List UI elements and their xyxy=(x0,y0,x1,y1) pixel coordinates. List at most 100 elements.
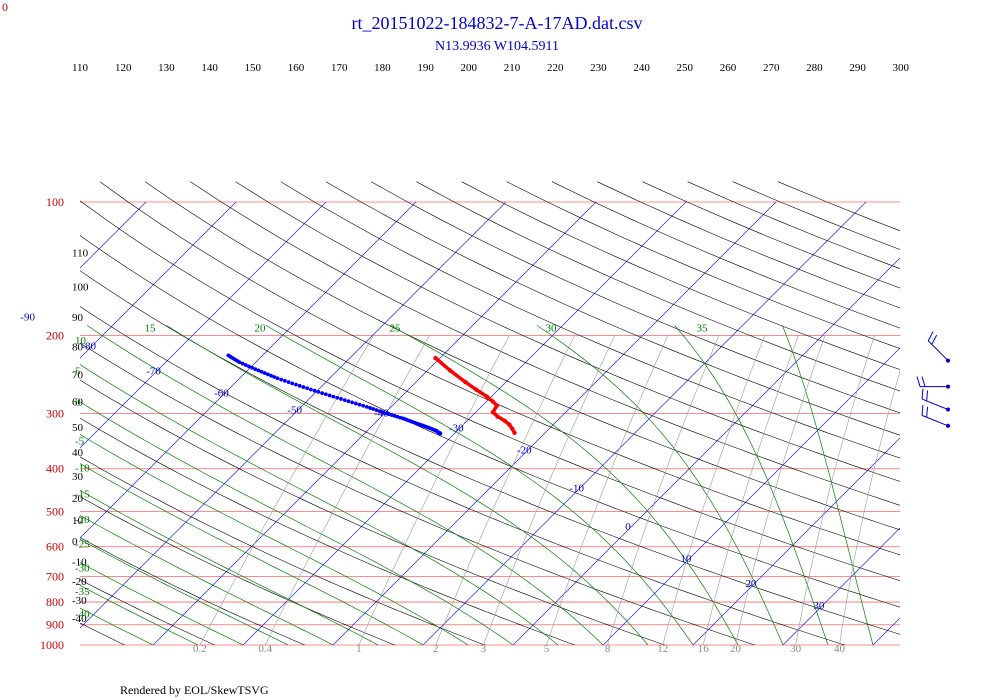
theta-top-label: 240 xyxy=(633,62,650,74)
theta-top-label: 300 xyxy=(893,62,910,74)
mixing-ratio-line xyxy=(199,335,374,645)
mixing-ratio-label: 5 xyxy=(544,643,550,655)
dry-adiabat-line xyxy=(371,181,900,414)
moist-adiabat-line xyxy=(80,515,334,645)
dewpoint-point xyxy=(305,386,310,391)
moist-adiabat-label: 10 xyxy=(75,335,87,347)
isotherm-line xyxy=(80,201,507,629)
theta-left-label: 80 xyxy=(72,342,84,354)
dewpoint-point xyxy=(331,394,336,399)
mixing-ratio-line xyxy=(703,335,799,645)
pressure-label: 800 xyxy=(46,595,64,609)
theta-top-label: 290 xyxy=(849,62,866,74)
isobar-lines xyxy=(80,201,900,646)
moist-adiabat-label: -15 xyxy=(75,488,90,500)
dewpoint-point xyxy=(361,403,366,408)
wind-barb-shaft xyxy=(921,414,949,427)
dewpoint-point xyxy=(282,378,287,383)
theta-top-label: 130 xyxy=(158,62,175,74)
mixing-ratio-line xyxy=(435,335,575,645)
isotherm-label: -60 xyxy=(214,388,229,400)
mixing-ratio-line xyxy=(264,335,430,645)
sounding-profiles xyxy=(226,353,517,436)
dewpoint-point xyxy=(339,397,343,401)
theta-top-label: 210 xyxy=(504,62,521,74)
theta-top-label: 160 xyxy=(288,62,305,74)
dry-adiabat-line xyxy=(325,181,900,436)
wind-barb-flag xyxy=(931,334,938,345)
dewpoint-point xyxy=(250,365,254,370)
isotherm-label: -10 xyxy=(569,482,584,494)
theta-left-label: 50 xyxy=(72,422,84,434)
dry-adiabat-line xyxy=(80,456,486,645)
isotherm-label: -50 xyxy=(287,404,302,416)
isotherm-line xyxy=(80,201,327,449)
pressure-label: 400 xyxy=(46,462,64,476)
wind-barb-flag xyxy=(927,331,934,342)
dry-adiabat-line xyxy=(551,181,900,329)
dewpoint-point xyxy=(243,363,248,367)
pressure-label: 300 xyxy=(46,406,64,420)
isotherm-line xyxy=(80,201,237,359)
moist-adiabat-line xyxy=(80,489,379,645)
mixing-ratio-label: 12 xyxy=(657,643,668,655)
theta-top-label: 190 xyxy=(417,62,434,74)
mixing-ratio-line xyxy=(546,335,669,645)
mixing-ratio-label: 1 xyxy=(356,643,362,655)
mixing-ratio-label: 0.2 xyxy=(193,643,207,655)
temperature-point xyxy=(512,430,517,436)
temperature-segment xyxy=(448,368,468,384)
dry-adiabat-line xyxy=(416,181,900,392)
dewpoint-point xyxy=(256,368,261,373)
dewpoint-point xyxy=(381,410,386,415)
moist-adiabat-label: -10 xyxy=(75,463,90,475)
moist-adiabat-line xyxy=(782,325,874,645)
wind-barb-shaft xyxy=(927,340,949,361)
wind-barb-flag xyxy=(921,404,924,416)
dewpoint-point xyxy=(253,367,258,371)
moist-adiabat-label: 5 xyxy=(75,365,81,377)
dry-adiabat-line xyxy=(235,181,900,482)
mixing-ratio-line xyxy=(607,335,720,645)
moist-adiabat-line xyxy=(86,325,604,645)
isotherm-label: 0 xyxy=(625,521,631,533)
dry-adiabat-line xyxy=(642,181,900,289)
dewpoint-point xyxy=(312,388,317,393)
dry-adiabat-line xyxy=(80,235,900,608)
mixing-ratio-label: 40 xyxy=(834,643,846,655)
dry-adiabat-line xyxy=(777,181,900,232)
theta-top-label: 260 xyxy=(720,62,737,74)
dewpoint-point xyxy=(374,408,379,413)
pressure-label: 900 xyxy=(46,618,64,632)
dewpoint-point xyxy=(350,400,355,405)
isotherm-label: -80 xyxy=(81,340,96,352)
theta-top-label: 250 xyxy=(677,62,694,74)
theta-left-label: -20 xyxy=(72,576,87,588)
temperature-segment xyxy=(433,356,452,373)
moist-adiabat-label: -25 xyxy=(75,538,90,550)
theta-left-label: -40 xyxy=(72,613,87,625)
theta-left-label: 0 xyxy=(72,536,78,548)
isotherm-label: 10 xyxy=(680,553,692,565)
dry-adiabat-line xyxy=(80,496,396,645)
wind-barb-shaft xyxy=(921,398,949,410)
dewpoint-point xyxy=(346,399,351,404)
isotherm-line xyxy=(152,201,597,645)
isotherm-label: -70 xyxy=(146,365,161,377)
isotherm-line xyxy=(242,201,687,645)
mixing-ratio-label: 16 xyxy=(698,643,710,655)
dewpoint-point xyxy=(316,390,321,394)
theta-left-label: 60 xyxy=(72,396,84,408)
dewpoint-point xyxy=(294,382,298,387)
theta-top-label: 200 xyxy=(461,62,478,74)
dry-adiabat-line xyxy=(99,181,900,556)
moist-adiabat-line xyxy=(390,325,739,645)
mixing-ratio-line xyxy=(358,335,510,645)
theta-top-label: 270 xyxy=(763,62,780,74)
dry-adiabat-line xyxy=(687,181,900,269)
dry-adiabat-line xyxy=(80,417,576,645)
dry-adiabat-line xyxy=(80,306,846,645)
dry-adiabat-line xyxy=(461,181,900,370)
